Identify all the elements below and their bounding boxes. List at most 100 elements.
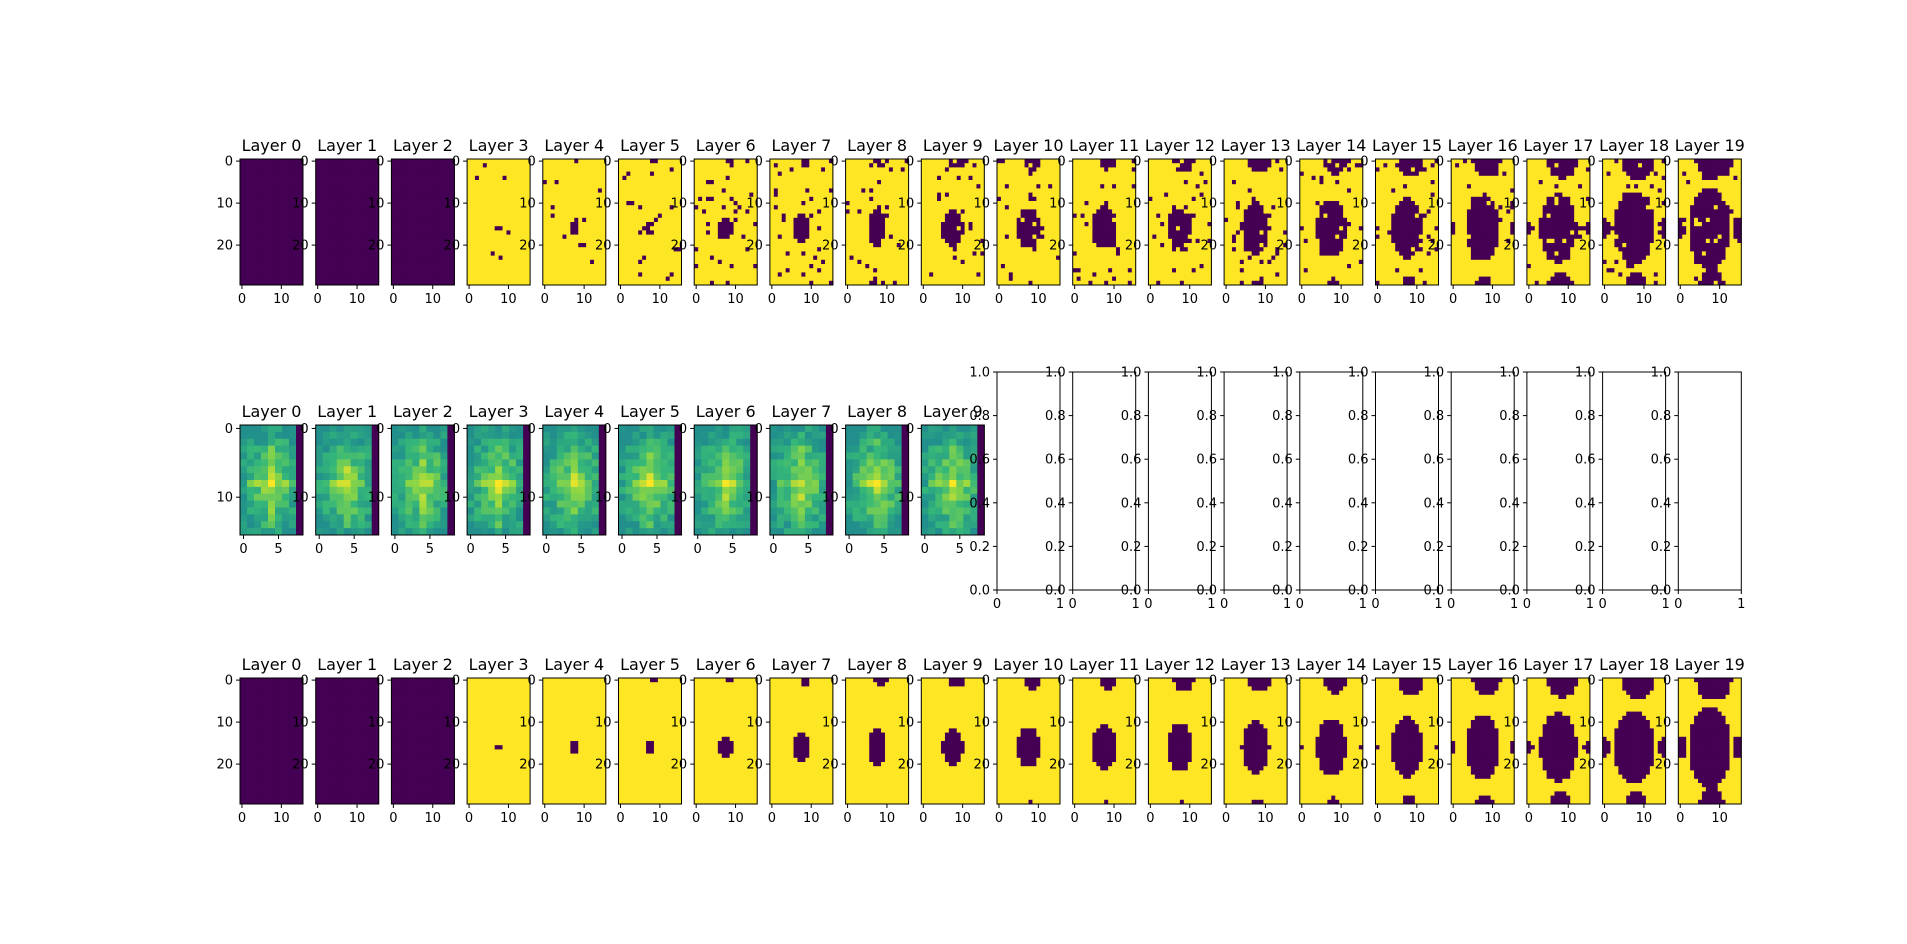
heatmap-cell (526, 167, 531, 172)
heatmap-cell (327, 276, 332, 282)
heatmap-cell (638, 264, 643, 269)
heatmap-cell (467, 234, 472, 240)
heatmap-cell (657, 272, 663, 277)
heatmap-cell (582, 255, 587, 261)
heatmap-cell (797, 209, 802, 214)
heatmap-cell (267, 276, 272, 282)
heatmap-cell (873, 209, 878, 214)
heatmap-cell (801, 264, 806, 269)
heatmap-cell (888, 213, 894, 219)
heatmap-cell (597, 226, 603, 231)
heatmap-cell (562, 188, 567, 193)
heatmap-cell (964, 184, 969, 189)
heatmap-cell (259, 209, 265, 214)
panel-title: Layer 9 (923, 136, 983, 155)
heatmap-cell (478, 184, 484, 189)
heatmap-cell (271, 175, 276, 181)
heatmap-cell (921, 184, 926, 189)
heatmap-cell (370, 259, 376, 265)
heatmap-cell (506, 272, 511, 277)
heatmap-cell (809, 230, 814, 235)
heatmap-cell (259, 205, 265, 210)
heatmap-cell (518, 167, 523, 172)
heatmap-cell (972, 188, 977, 193)
heatmap-cell (745, 171, 750, 177)
heatmap-cell (343, 251, 348, 256)
heatmap-cell (362, 196, 368, 202)
heatmap-cell (884, 201, 890, 206)
heatmap-cell (275, 247, 280, 252)
heatmap-cell (474, 238, 480, 244)
heatmap-cell (510, 247, 515, 252)
heatmap-cell (554, 234, 559, 240)
heatmap-cell (291, 175, 296, 181)
heatmap-cell (259, 171, 265, 177)
heatmap-cell (892, 259, 898, 265)
heatmap-cell (944, 163, 950, 168)
heatmap-cell (558, 259, 563, 265)
heatmap-cell (781, 159, 787, 164)
heatmap-cell (702, 243, 707, 248)
heatmap-cell (510, 255, 515, 261)
heatmap-cell (291, 184, 296, 189)
heatmap-cell (892, 268, 898, 273)
heatmap-cell (869, 184, 874, 189)
heatmap-cell (359, 167, 364, 172)
heatmap-cell (888, 167, 894, 172)
heatmap-cell (968, 230, 973, 235)
heatmap-cell (590, 180, 595, 185)
heatmap-cell (601, 268, 607, 273)
heatmap-cell (813, 217, 818, 223)
heatmap-cell (502, 163, 507, 168)
heatmap-cell (737, 234, 742, 240)
heatmap-cell (650, 209, 655, 214)
heatmap-cell (418, 192, 424, 198)
heatmap-cell (721, 222, 727, 227)
heatmap-cell (574, 159, 579, 164)
heatmap-cell (865, 171, 870, 177)
heatmap-cell (295, 247, 300, 252)
heatmap-cell (921, 201, 926, 206)
heatmap-cell (925, 167, 930, 172)
heatmap-cell (861, 209, 866, 214)
heatmap-cell (434, 243, 440, 248)
heatmap-cell (474, 175, 480, 181)
heatmap-cell (828, 205, 834, 210)
heatmap-cell (438, 255, 443, 261)
heatmap-cell (944, 184, 950, 189)
heatmap-cell (275, 196, 280, 202)
heatmap-cell (956, 230, 962, 235)
heatmap-cell (861, 192, 866, 198)
heatmap-cell (698, 188, 703, 193)
heatmap-cell (801, 184, 806, 189)
heatmap-cell (698, 272, 703, 277)
heatmap-cell (263, 217, 268, 223)
heatmap-cell (944, 196, 950, 202)
heatmap-cell (929, 217, 934, 223)
heatmap-cell (960, 222, 966, 227)
heatmap-cell (626, 171, 631, 177)
heatmap-cell (502, 192, 507, 198)
heatmap-cell (366, 272, 372, 277)
heatmap-cell (347, 205, 352, 210)
heatmap-cell (243, 159, 249, 164)
heatmap-cell (430, 247, 436, 252)
heatmap-cell (434, 272, 440, 277)
heatmap-cell (741, 268, 746, 273)
heatmap-cell (694, 163, 699, 168)
heatmap-cell (247, 209, 253, 214)
heatmap-cell (884, 222, 890, 227)
heatmap-cell (952, 209, 958, 214)
heatmap-cell (279, 226, 284, 231)
heatmap-cell (972, 264, 977, 269)
heatmap-cell (566, 163, 571, 168)
heatmap-cell (471, 184, 476, 189)
heatmap-cell (709, 259, 715, 265)
heatmap-cell (888, 238, 894, 244)
heatmap-cell (526, 180, 531, 185)
heatmap-cell (638, 163, 643, 168)
heatmap-cell (351, 167, 356, 172)
heatmap-cell (434, 196, 440, 202)
heatmap-cell (518, 163, 523, 168)
y-tick-label: 0 (300, 155, 308, 170)
